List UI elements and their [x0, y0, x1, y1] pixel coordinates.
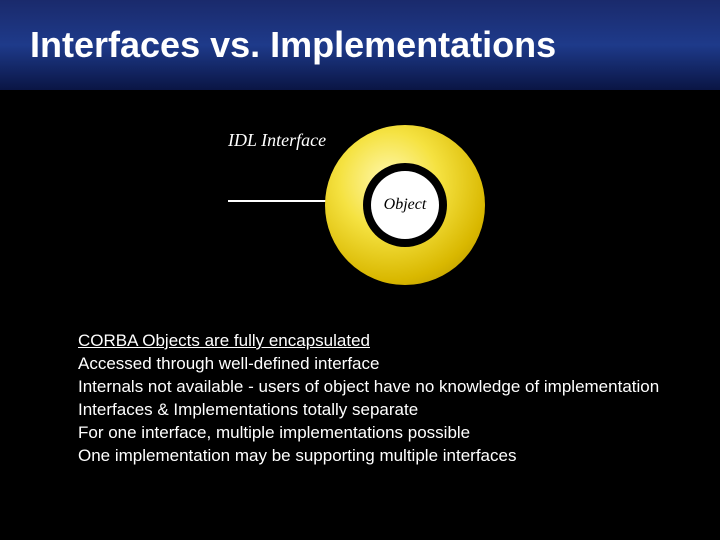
inner-circle: Object	[371, 171, 439, 239]
idl-interface-label: IDL Interface	[228, 130, 326, 151]
body-text: CORBA Objects are fully encapsulated Acc…	[78, 330, 678, 468]
title-bar: Interfaces vs. Implementations	[0, 0, 720, 90]
object-label: Object	[384, 196, 427, 214]
ring-diagram: Object	[325, 125, 485, 285]
slide-title: Interfaces vs. Implementations	[30, 24, 556, 66]
bullet-6: One implementation may be supporting mul…	[78, 445, 678, 468]
bullet-1: CORBA Objects are fully encapsulated	[78, 330, 678, 353]
diagram-area: IDL Interface Object	[0, 90, 720, 310]
bullet-4: Interfaces & Implementations totally sep…	[78, 399, 678, 422]
bullet-3: Internals not available - users of objec…	[78, 376, 678, 399]
bullet-2: Accessed through well-defined interface	[78, 353, 678, 376]
bullet-5: For one interface, multiple implementati…	[78, 422, 678, 445]
arrow-line	[228, 200, 338, 202]
